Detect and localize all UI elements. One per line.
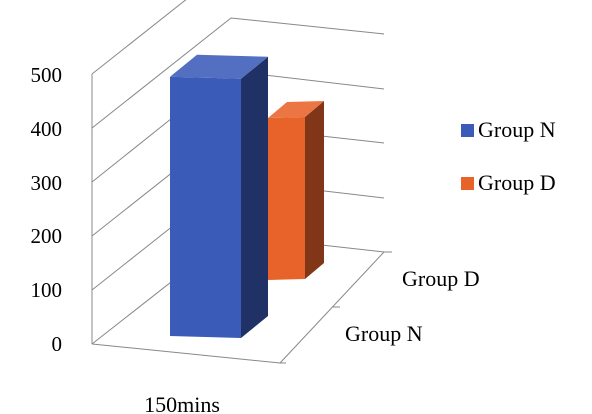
y-tick-label: 100 bbox=[31, 278, 63, 302]
bar-side-group-n bbox=[241, 56, 268, 339]
depth-label-group-n: Group N bbox=[345, 321, 423, 346]
y-tick-label: 400 bbox=[31, 117, 63, 141]
bar-top-group-d bbox=[268, 101, 324, 118]
bar-group-n bbox=[170, 76, 241, 339]
y-tick-labels: 0 100 200 300 400 500 bbox=[31, 63, 63, 356]
y-tick-label: 0 bbox=[52, 332, 63, 356]
left-floor-edge bbox=[91, 343, 281, 364]
bar-side-group-d bbox=[305, 101, 324, 279]
gridline-400 bbox=[91, 17, 385, 129]
gridline-500 bbox=[91, 0, 187, 75]
legend-swatch-group-n bbox=[461, 124, 474, 137]
depth-label-group-d: Group D bbox=[402, 266, 480, 291]
y-tick-label: 500 bbox=[31, 63, 63, 87]
y-tick-label: 300 bbox=[31, 171, 63, 195]
legend-label-group-n: Group N bbox=[478, 117, 556, 142]
legend-label-group-d: Group D bbox=[478, 170, 556, 195]
category-label: 150mins bbox=[144, 392, 220, 414]
bar-group-d bbox=[268, 117, 305, 280]
bar-top-group-n bbox=[170, 54, 268, 79]
legend-swatch-group-d bbox=[461, 177, 474, 190]
axes bbox=[91, 74, 392, 364]
legend: Group N Group D bbox=[461, 117, 556, 195]
bars bbox=[170, 54, 324, 339]
y-tick-label: 200 bbox=[31, 224, 63, 248]
